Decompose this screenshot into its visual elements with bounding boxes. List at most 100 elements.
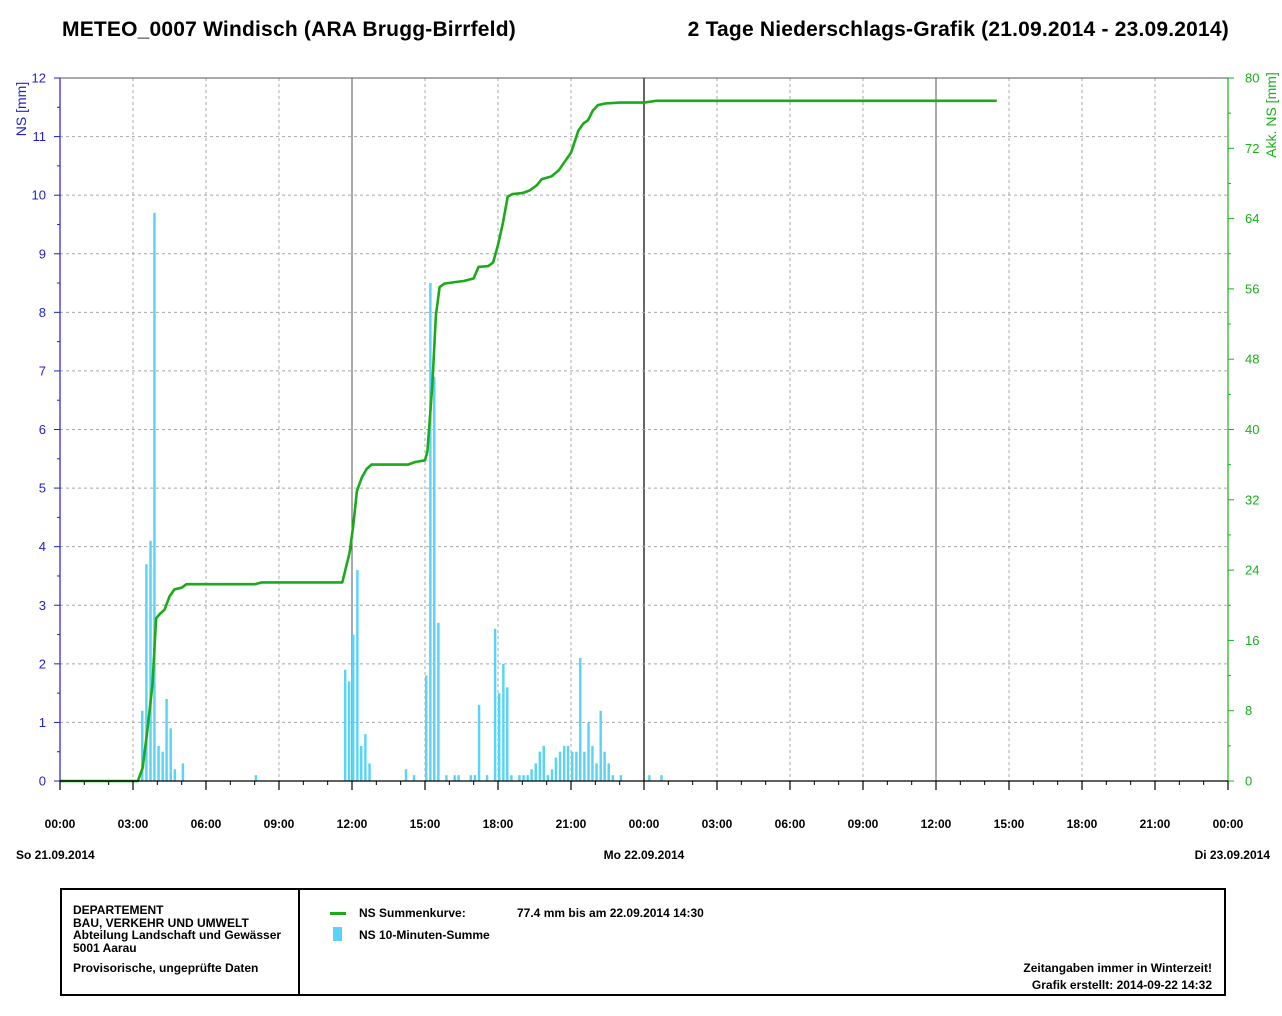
precip-bar [457, 775, 460, 781]
precip-bar [498, 693, 501, 781]
precip-bar [534, 763, 537, 781]
provisional-note: Provisorische, ungeprüfte Daten [73, 961, 259, 975]
precip-bar [648, 775, 651, 781]
axis-labels: 01234567891011120816243240485664728000:0… [13, 71, 1279, 863]
left-tick-label: 9 [39, 246, 46, 261]
precip-bar [587, 722, 590, 781]
precip-bar [145, 564, 148, 781]
right-tick-label: 80 [1245, 71, 1259, 86]
legend-swatch-bar [333, 927, 342, 941]
left-tick-label: 7 [39, 363, 46, 378]
precip-bar [169, 728, 172, 781]
x-tick-label: 18:00 [483, 817, 514, 831]
precip-bar [153, 212, 156, 781]
day-label: Mo 22.09.2014 [604, 848, 685, 862]
precipitation-chart: 01234567891011120816243240485664728000:0… [13, 71, 1279, 863]
precip-bar [506, 687, 509, 781]
left-tick-label: 0 [39, 774, 46, 789]
left-tick-label: 3 [39, 598, 46, 613]
x-tick-label: 21:00 [556, 817, 587, 831]
dept-line-1: DEPARTEMENT [73, 903, 164, 917]
dept-line-3: Abteilung Landschaft und Gewässer [73, 928, 282, 942]
left-tick-label: 4 [39, 539, 46, 554]
x-tick-label: 09:00 [848, 817, 879, 831]
x-tick-label: 00:00 [1213, 817, 1244, 831]
precip-bar [562, 745, 566, 781]
legend-box: DEPARTEMENT BAU, VERKEHR UND UMWELT Abte… [60, 888, 1226, 996]
x-tick-label: 12:00 [921, 817, 952, 831]
legend-swatch-line [330, 912, 346, 915]
right-tick-label: 64 [1245, 211, 1259, 226]
left-tick-label: 10 [32, 188, 46, 203]
x-tick-label: 06:00 [775, 817, 806, 831]
chart-title-left: METEO_0007 Windisch (ARA Brugg-Birrfeld) [62, 18, 516, 41]
right-axis-title: Akk. NS [mm] [1263, 72, 1279, 158]
precip-bar [530, 769, 533, 781]
precip-bar [469, 775, 472, 781]
precip-bar [254, 775, 258, 781]
precip-bar [599, 710, 602, 781]
right-tick-label: 56 [1245, 281, 1259, 296]
precip-bar [619, 775, 623, 781]
right-tick-label: 72 [1245, 141, 1259, 156]
chart-title-right: 2 Tage Niederschlags-Grafik (21.09.2014 … [687, 18, 1229, 41]
precip-bar [526, 775, 529, 781]
precip-bar [343, 669, 347, 781]
precip-bar [473, 775, 477, 781]
precip-bar [603, 751, 606, 781]
precip-bar [437, 622, 440, 781]
precip-bar [660, 775, 663, 781]
precip-bar [352, 634, 355, 781]
cumulative-curve [60, 99, 997, 783]
right-tick-label: 32 [1245, 492, 1259, 507]
left-tick-label: 1 [39, 715, 46, 730]
x-tick-label: 12:00 [337, 817, 368, 831]
x-tick-label: 09:00 [264, 817, 295, 831]
right-tick-label: 16 [1245, 633, 1259, 648]
precip-bar [141, 710, 144, 781]
precip-bar [595, 763, 598, 781]
precip-bar [356, 570, 359, 781]
precip-bar [493, 628, 497, 781]
precip-bar [583, 751, 586, 781]
dept-line-4: 5001 Aarau [73, 940, 137, 955]
x-tick-label: 00:00 [45, 817, 76, 831]
precip-bar [181, 763, 185, 781]
precip-bar [425, 675, 428, 781]
x-tick-label: 06:00 [191, 817, 222, 831]
left-tick-label: 2 [39, 656, 46, 671]
precip-bar [554, 757, 558, 781]
precip-bar [502, 663, 505, 781]
precip-bar [477, 704, 481, 781]
day-label: Di 23.09.2014 [1195, 848, 1271, 862]
axes [54, 77, 1234, 790]
precip-bar [364, 734, 367, 781]
right-tick-label: 48 [1245, 352, 1259, 367]
precip-bar [165, 698, 168, 781]
precip-bar [510, 775, 513, 781]
right-tick-label: 8 [1245, 703, 1252, 718]
precip-bar [611, 775, 615, 781]
left-tick-label: 8 [39, 305, 46, 320]
x-tick-label: 18:00 [1067, 817, 1098, 831]
precip-bar [149, 540, 152, 781]
x-tick-label: 15:00 [994, 817, 1025, 831]
precip-bar [518, 775, 521, 781]
x-tick-label: 03:00 [702, 817, 733, 831]
left-tick-label: 12 [32, 71, 46, 86]
legend-label-10min: NS 10-Minuten-Summe [359, 928, 490, 942]
time-note: Zeitangaben immer in Winterzeit! [1023, 961, 1212, 975]
precip-bar [445, 775, 448, 781]
right-tick-label: 0 [1245, 774, 1252, 789]
precip-bar [607, 763, 610, 781]
precip-bar [412, 775, 416, 781]
grid [60, 78, 1228, 781]
dept-line-2: BAU, VERKEHR UND UMWELT [73, 915, 249, 930]
line-series [60, 99, 997, 783]
precip-bar [429, 283, 432, 781]
x-tick-label: 21:00 [1140, 817, 1171, 831]
precip-bar [558, 751, 562, 781]
precip-bar [404, 769, 408, 781]
right-tick-label: 40 [1245, 422, 1259, 437]
left-tick-label: 6 [39, 422, 46, 437]
